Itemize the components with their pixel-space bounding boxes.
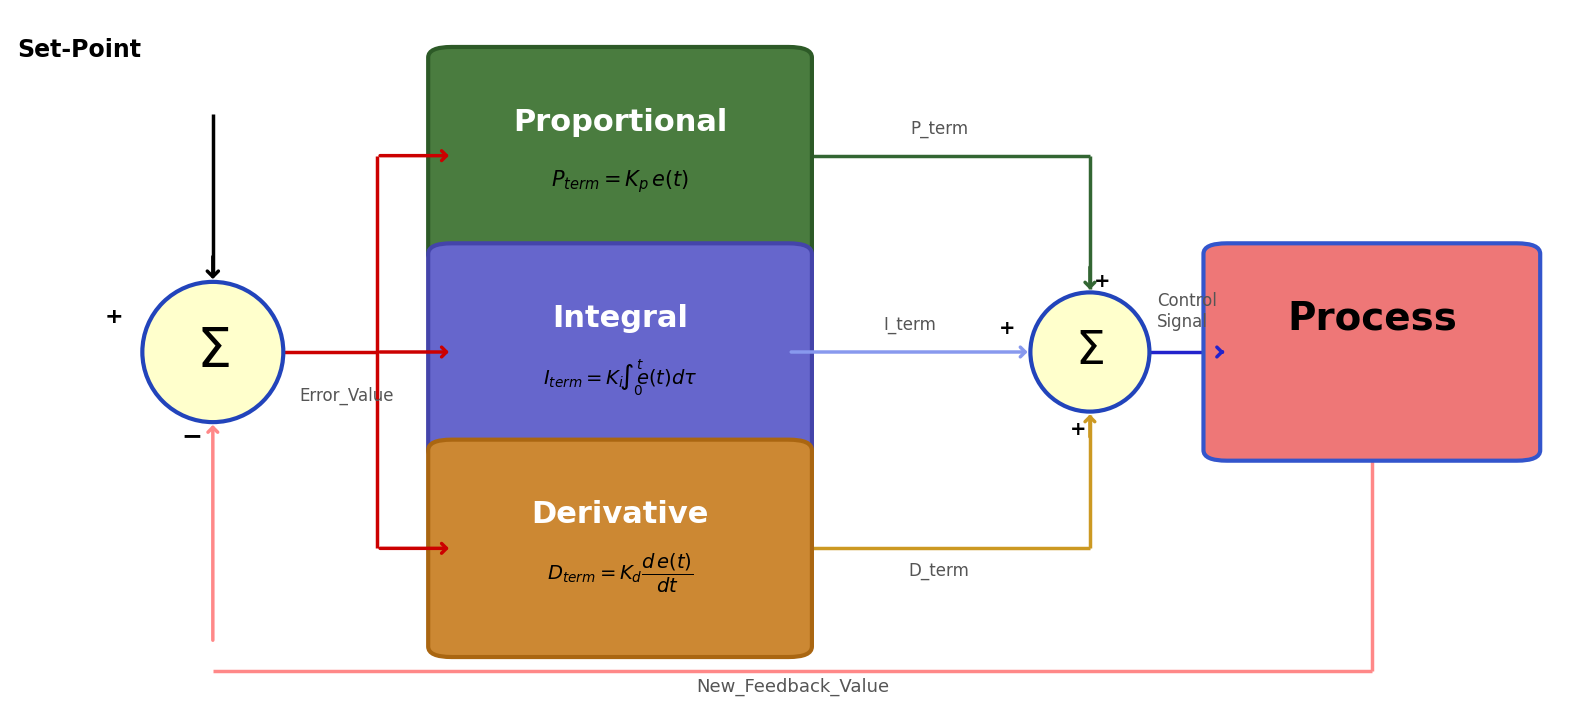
Text: New_Feedback_Value: New_Feedback_Value (695, 678, 890, 696)
Text: Integral: Integral (552, 304, 689, 333)
FancyBboxPatch shape (1203, 244, 1541, 460)
Text: Derivative: Derivative (532, 501, 709, 529)
Ellipse shape (1031, 292, 1150, 412)
Text: −: − (180, 424, 202, 448)
Text: +: + (105, 307, 124, 327)
Text: $D_{term}=K_d\dfrac{d\,e(t)}{dt}$: $D_{term}=K_d\dfrac{d\,e(t)}{dt}$ (546, 553, 693, 596)
Text: Error_Value: Error_Value (300, 387, 394, 406)
Text: P_term: P_term (910, 120, 968, 138)
Text: Process: Process (1287, 300, 1456, 338)
Text: $\Sigma$: $\Sigma$ (196, 325, 229, 379)
FancyBboxPatch shape (428, 440, 811, 657)
Text: $I_{term}=K_i\!\int_0^t\!\!e(t)d\tau$: $I_{term}=K_i\!\int_0^t\!\!e(t)d\tau$ (543, 358, 697, 398)
Text: +: + (1094, 272, 1109, 291)
Text: Set-Point: Set-Point (17, 39, 141, 63)
Text: Control
Signal: Control Signal (1158, 292, 1218, 331)
Text: $\Sigma$: $\Sigma$ (1075, 329, 1105, 375)
Text: +: + (1070, 420, 1086, 439)
Text: I_term: I_term (883, 317, 935, 334)
Text: Proportional: Proportional (513, 108, 728, 137)
Text: +: + (998, 319, 1015, 338)
Ellipse shape (143, 282, 284, 422)
Text: D_term: D_term (908, 562, 970, 580)
FancyBboxPatch shape (428, 244, 811, 460)
FancyBboxPatch shape (428, 47, 811, 264)
Text: $P_{term}=K_p\,e(t)$: $P_{term}=K_p\,e(t)$ (551, 168, 689, 194)
